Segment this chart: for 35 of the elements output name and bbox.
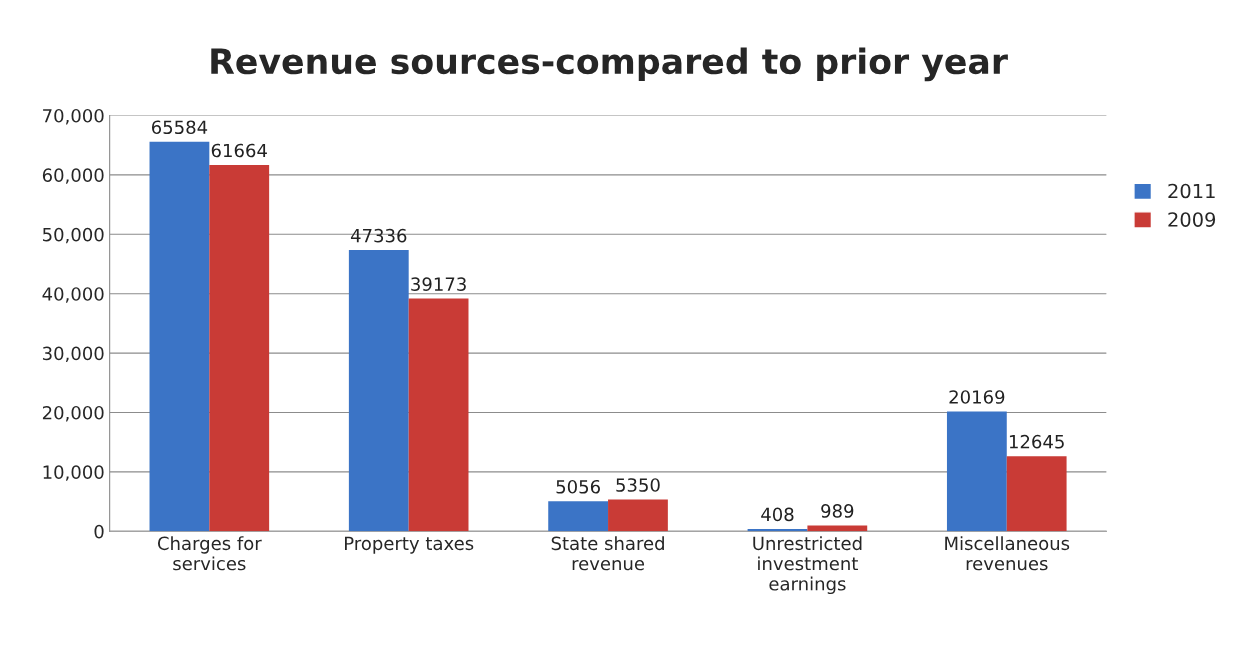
y-tick-label: 50,000: [43, 227, 104, 244]
x-tick-label: Property taxes: [345, 536, 474, 554]
data-label: 20169: [949, 390, 1005, 404]
y-tick-label: 70,000: [43, 108, 104, 125]
y-tick-label: 10,000: [43, 465, 104, 481]
legend-label: 2009: [1168, 212, 1216, 227]
y-tick-label: 60,000: [42, 168, 104, 184]
bar: [608, 499, 668, 532]
data-label: 39173: [411, 277, 466, 291]
y-tick-label: 0: [94, 524, 104, 539]
y-tick-label: 40,000: [42, 287, 104, 303]
x-tick-label: Unrestricted investment earnings: [753, 536, 862, 595]
data-label: 12645: [1009, 434, 1064, 449]
chart-title: Revenue sources-compared to prior year: [211, 47, 1008, 82]
bar: [408, 298, 469, 532]
y-tick-label: 20,000: [42, 405, 104, 422]
x-tick-label: Charges for services: [157, 536, 262, 571]
bar: [149, 141, 210, 532]
bar: [348, 250, 409, 532]
data-label: 5056: [556, 479, 600, 494]
x-tick-label: State shared revenue: [551, 536, 664, 571]
bar: [1006, 456, 1067, 532]
bar: [807, 525, 868, 532]
legend-label: 2011: [1168, 183, 1215, 199]
data-label: 61664: [211, 143, 267, 158]
x-tick-label: Miscellaneous revenues: [945, 536, 1070, 571]
bar: [548, 501, 609, 532]
bar: [209, 165, 270, 532]
data-label: 47336: [350, 228, 407, 243]
data-label: 5350: [616, 478, 660, 492]
data-label: 408: [761, 507, 794, 522]
y-tick-label: 30,000: [42, 346, 104, 363]
data-label: 65584: [151, 120, 208, 135]
data-label: 989: [821, 504, 854, 518]
bar: [946, 411, 1007, 532]
